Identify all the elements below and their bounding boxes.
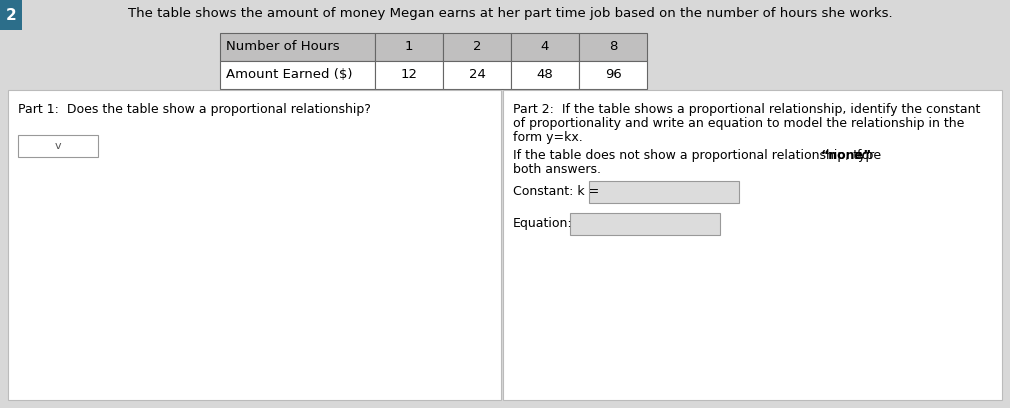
Bar: [503, 90, 1002, 400]
Bar: [375, 33, 443, 61]
Text: Number of Hours: Number of Hours: [226, 40, 339, 53]
Text: If the table does not show a proportional relationship, type: If the table does not show a proportiona…: [513, 149, 885, 162]
Text: v: v: [55, 141, 62, 151]
Text: Part 1:  Does the table show a proportional relationship?: Part 1: Does the table show a proportion…: [18, 103, 371, 116]
Text: Amount Earned ($): Amount Earned ($): [226, 69, 352, 82]
Text: 4: 4: [540, 40, 549, 53]
Text: “none”: “none”: [821, 149, 873, 162]
Text: 1: 1: [405, 40, 413, 53]
Text: 12: 12: [401, 69, 417, 82]
Bar: [511, 61, 579, 89]
Text: 2: 2: [6, 7, 16, 22]
Text: both answers.: both answers.: [513, 163, 601, 176]
Bar: [589, 181, 739, 203]
Bar: [220, 61, 375, 89]
Bar: [579, 61, 647, 89]
Text: The table shows the amount of money Megan earns at her part time job based on th: The table shows the amount of money Mega…: [127, 7, 892, 20]
Text: form y=kx.: form y=kx.: [513, 131, 583, 144]
Text: 24: 24: [469, 69, 486, 82]
Bar: [570, 213, 720, 235]
Bar: [375, 61, 443, 89]
Bar: [220, 33, 375, 61]
Text: 8: 8: [609, 40, 617, 53]
Text: for: for: [853, 149, 875, 162]
Bar: [443, 33, 511, 61]
Text: of proportionality and write an equation to model the relationship in the: of proportionality and write an equation…: [513, 117, 965, 130]
Bar: [579, 33, 647, 61]
Bar: [8, 90, 501, 400]
Bar: [511, 33, 579, 61]
Text: Part 2:  If the table shows a proportional relationship, identify the constant: Part 2: If the table shows a proportiona…: [513, 103, 981, 116]
Text: Constant: k =: Constant: k =: [513, 185, 599, 198]
Text: 96: 96: [605, 69, 621, 82]
Text: 2: 2: [473, 40, 481, 53]
Bar: [18, 135, 98, 157]
Text: 48: 48: [536, 69, 553, 82]
Bar: [443, 61, 511, 89]
Bar: [0, 0, 22, 30]
Text: Equation:: Equation:: [513, 217, 573, 230]
